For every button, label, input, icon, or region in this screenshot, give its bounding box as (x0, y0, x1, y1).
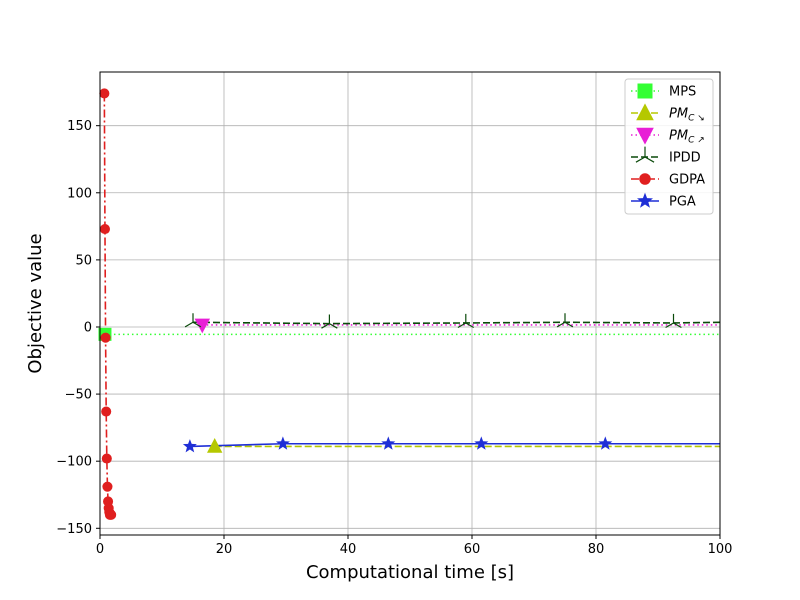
data-point-ipdd (665, 313, 682, 329)
y-tick-label: −50 (65, 388, 92, 403)
legend-label-ipdd: IPDD (669, 151, 701, 166)
x-tick-label: 100 (708, 542, 733, 557)
data-point-pga (381, 436, 396, 450)
legend-marker-mps (637, 83, 653, 99)
legend-label-pm-1: PMC ↘ (669, 107, 705, 124)
series-line-pga (189, 442, 720, 448)
series-lines (103, 93, 721, 516)
series-line-ipdd (192, 321, 721, 325)
legend-label-pm-2: PMC ↗ (669, 129, 705, 146)
data-point-ipdd (457, 313, 475, 329)
x-axis-label: Computational time [s] (306, 562, 514, 583)
y-tick-label: −150 (56, 522, 92, 537)
y-tick-label: −100 (56, 455, 92, 470)
x-tick-label: 80 (588, 542, 605, 557)
data-point-ipdd (556, 313, 574, 328)
y-tick-label: 150 (67, 119, 92, 134)
data-point-gdpa (99, 223, 110, 235)
legend-label-mps: MPS (669, 85, 696, 100)
legend-marker-ipdd (635, 146, 655, 163)
y-axis-ticks: −150 −100 −50 0 50 100 150 (56, 119, 100, 537)
y-axis-label: Objective value (25, 233, 46, 373)
data-point-pm-1 (207, 438, 223, 453)
data-point-gdpa (102, 481, 113, 492)
data-point-pm-2 (194, 318, 210, 334)
y-tick-label: 50 (75, 253, 92, 268)
series-markers (98, 88, 682, 520)
data-point-gdpa (101, 406, 112, 417)
y-tick-label: 0 (84, 320, 92, 335)
data-point-pga (275, 436, 290, 450)
legend-label-gdpa: GDPA (669, 173, 705, 188)
legend-marker-pm-1 (636, 103, 654, 121)
data-point-gdpa (99, 88, 110, 99)
data-point-pga (182, 439, 197, 453)
x-axis-ticks: 0 20 40 60 80 100 (96, 535, 733, 557)
legend-marker-pga (637, 192, 653, 208)
data-point-pga (474, 436, 489, 450)
x-tick-label: 40 (340, 542, 357, 557)
y-tick-label: 100 (67, 186, 92, 201)
data-point-pga (598, 436, 613, 450)
plot-frame (99, 71, 721, 536)
legend-marker-pm-2 (636, 127, 654, 145)
legend-marker-gdpa (639, 173, 651, 185)
data-point-gdpa (106, 509, 117, 520)
legend: MPS PMC ↘ PMC ↗ IPDD GDPA PGA (624, 78, 714, 215)
x-tick-label: 20 (216, 542, 233, 557)
x-tick-label: 0 (96, 542, 104, 557)
data-point-gdpa (100, 332, 111, 343)
data-point-ipdd (184, 313, 202, 328)
data-point-gdpa (101, 453, 112, 464)
data-point-ipdd (321, 314, 338, 329)
legend-label-pga: PGA (669, 195, 696, 210)
x-tick-label: 60 (464, 542, 481, 557)
grid-lines (99, 72, 721, 535)
